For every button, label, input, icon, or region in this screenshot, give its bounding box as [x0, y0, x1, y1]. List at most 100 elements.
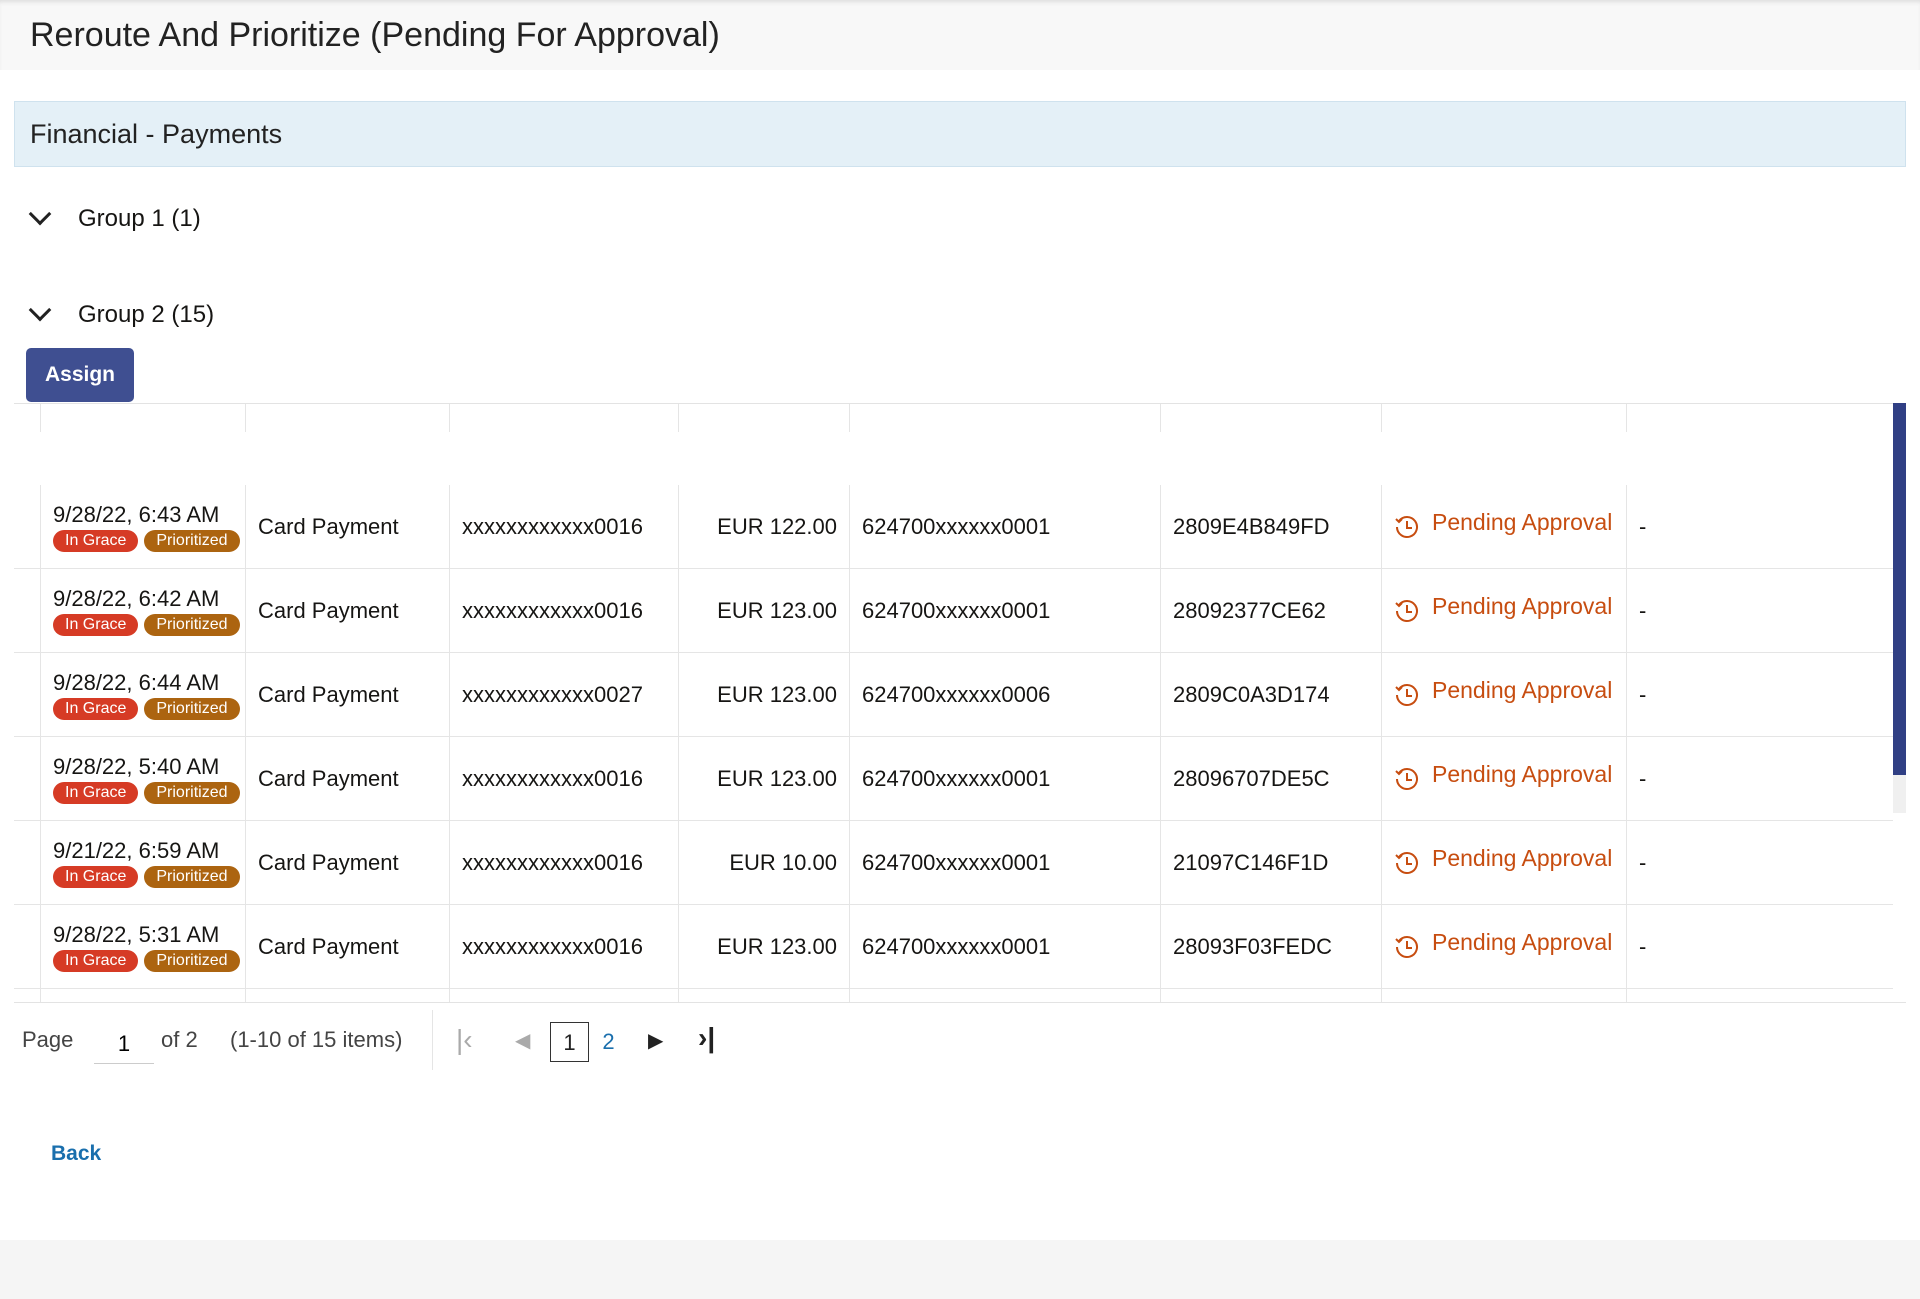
next-page-icon[interactable]: ▶ [648, 1030, 664, 1052]
prioritized-badge: Prioritized [144, 949, 240, 972]
group-2-toggle[interactable]: Group 2 (15) [28, 298, 215, 329]
date-text: 9/28/22, 6:43 AM [53, 501, 220, 527]
page-label: Page [22, 1027, 74, 1052]
type-cell: Card Payment [245, 821, 449, 904]
type-cell: Card Payment [245, 905, 449, 988]
payments-table: 9/28/22, 6:43 AM In Grace Prioritized Card… [14, 403, 1906, 1003]
table-row[interactable]: 9/28/22, 6:42 AM In Grace Prioritized Card… [14, 569, 1893, 653]
column-header[interactable] [449, 404, 678, 432]
column-header[interactable] [849, 404, 1160, 432]
card-cell: 624700xxxxxx0001 [849, 821, 1160, 904]
status-cell: Pending Approval [1381, 569, 1626, 652]
account-cell: xxxxxxxxxxxx0016 [449, 485, 678, 568]
table-row[interactable]: 9/21/22, 6:59 AM In Grace Prioritized Card… [14, 821, 1893, 905]
row-select[interactable] [14, 653, 40, 736]
column-header[interactable] [1626, 404, 1893, 432]
chevron-down-icon [28, 202, 52, 226]
row-select[interactable] [14, 485, 40, 568]
column-header[interactable] [1381, 404, 1626, 432]
card-cell: 624700xxxxxx0001 [849, 569, 1160, 652]
column-header[interactable] [14, 404, 40, 432]
cell [1626, 989, 1893, 1002]
group-1-toggle[interactable]: Group 1 (1) [28, 202, 201, 233]
table-row[interactable]: 9/28/22, 5:40 AM In Grace Prioritized Card… [14, 737, 1893, 821]
reference-cell: 2809E4B849FD [1160, 485, 1381, 568]
row-select[interactable] [14, 905, 40, 988]
account-cell: xxxxxxxxxxxx0016 [449, 569, 678, 652]
account-cell: xxxxxxxxxxxx0016 [449, 905, 678, 988]
page-1-button[interactable]: 1 [550, 1022, 589, 1062]
pagination: Page of 2 (1-10 of 15 items) |‹ ◀ 1 2 ▶ … [0, 1010, 1000, 1070]
card-cell: 624700xxxxxx0001 [849, 905, 1160, 988]
table-row[interactable] [14, 989, 1893, 1002]
date-cell: 9/21/22, 6:59 AM In Grace Prioritized [40, 821, 245, 904]
card-cell: 624700xxxxxx0001 [849, 485, 1160, 568]
status-text: Pending Approval [1432, 677, 1613, 703]
extra-cell: - [1626, 737, 1893, 820]
row-select[interactable] [14, 569, 40, 652]
section-header: Financial - Payments [14, 101, 1906, 167]
amount-cell: EUR 122.00 [678, 485, 849, 568]
page-number-input[interactable] [94, 1024, 154, 1064]
chevron-down-icon [28, 298, 52, 322]
status-text: Pending Approval [1432, 929, 1613, 955]
prioritized-badge: Prioritized [144, 529, 240, 552]
previous-page-icon[interactable]: ◀ [515, 1030, 531, 1052]
status-cell: Pending Approval [1381, 653, 1626, 736]
amount-cell: EUR 123.00 [678, 905, 849, 988]
status-cell: Pending Approval [1381, 737, 1626, 820]
status-cell: Pending Approval [1381, 485, 1626, 568]
in-grace-badge: In Grace [53, 613, 139, 636]
column-header[interactable] [1160, 404, 1381, 432]
prioritized-badge: Prioritized [144, 613, 240, 636]
first-page-icon[interactable]: |‹ [456, 1024, 473, 1055]
type-cell: Card Payment [245, 737, 449, 820]
date-cell: 9/28/22, 6:43 AM In Grace Prioritized [40, 485, 245, 568]
account-cell: xxxxxxxxxxxx0016 [449, 821, 678, 904]
status-text: Pending Approval [1432, 509, 1613, 535]
extra-cell: - [1626, 821, 1893, 904]
in-grace-badge: In Grace [53, 529, 139, 552]
amount-cell: EUR 123.00 [678, 653, 849, 736]
column-header[interactable] [40, 404, 245, 432]
back-link[interactable]: Back [51, 1142, 102, 1165]
clock-history-icon [1395, 515, 1418, 538]
column-header[interactable] [245, 404, 449, 432]
account-cell: xxxxxxxxxxxx0027 [449, 653, 678, 736]
page-count: of 2 [161, 1027, 198, 1052]
column-header[interactable] [678, 404, 849, 432]
clock-history-icon [1395, 767, 1418, 790]
status-cell: Pending Approval [1381, 821, 1626, 904]
row-select[interactable] [14, 737, 40, 820]
date-text: 9/28/22, 5:31 AM [53, 921, 220, 947]
in-grace-badge: In Grace [53, 949, 139, 972]
assign-button[interactable]: Assign [26, 348, 134, 402]
status-text: Pending Approval [1432, 593, 1613, 619]
items-summary: (1-10 of 15 items) [230, 1027, 403, 1052]
clock-history-icon [1395, 683, 1418, 706]
section-title: Financial - Payments [30, 119, 283, 149]
in-grace-badge: In Grace [53, 781, 139, 804]
date-cell: 9/28/22, 6:44 AM In Grace Prioritized [40, 653, 245, 736]
row-select[interactable] [14, 821, 40, 904]
card-cell: 624700xxxxxx0006 [849, 653, 1160, 736]
cell [678, 989, 849, 1002]
in-grace-badge: In Grace [53, 697, 139, 720]
last-page-icon[interactable]: ›| [698, 1022, 716, 1053]
table-row[interactable]: 9/28/22, 6:43 AM In Grace Prioritized Card… [14, 485, 1893, 569]
cell [1160, 989, 1381, 1002]
group-label: Group 2 (15) [78, 301, 215, 328]
table-scrollbar[interactable] [1893, 403, 1906, 813]
page-header: Reroute And Prioritize (Pending For Appr… [0, 0, 1920, 70]
table-row[interactable]: 9/28/22, 5:31 AM In Grace Prioritized Card… [14, 905, 1893, 989]
scrollbar-thumb[interactable] [1893, 403, 1906, 775]
date-text: 9/28/22, 5:40 AM [53, 753, 220, 779]
cell [449, 989, 678, 1002]
type-cell: Card Payment [245, 485, 449, 568]
extra-cell: - [1626, 569, 1893, 652]
extra-cell: - [1626, 485, 1893, 568]
group-label: Group 1 (1) [78, 205, 201, 232]
clock-history-icon [1395, 599, 1418, 622]
table-row[interactable]: 9/28/22, 6:44 AM In Grace Prioritized Card… [14, 653, 1893, 737]
page-2-button[interactable]: 2 [602, 1029, 615, 1054]
